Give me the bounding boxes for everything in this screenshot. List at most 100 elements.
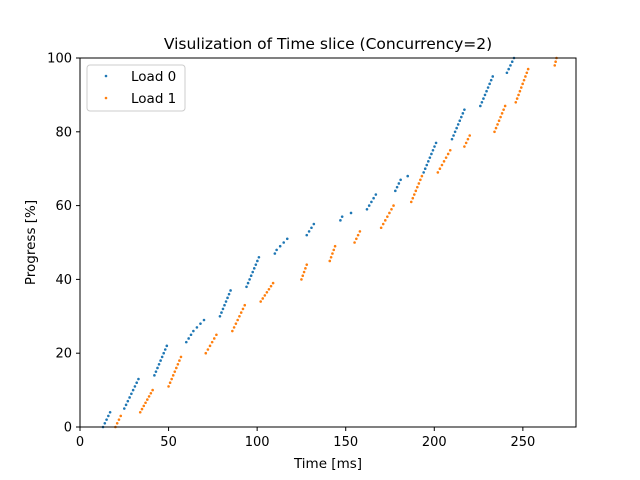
data-point-load-0 [397, 182, 401, 185]
data-point-load-0 [218, 315, 222, 318]
data-point-load-1 [416, 185, 419, 189]
data-point-load-1 [138, 410, 142, 414]
data-point-load-0 [220, 311, 223, 314]
data-point-load-1 [515, 97, 519, 100]
legend-label-load-1: Load 1 [131, 91, 176, 107]
plot-area-frame [79, 57, 577, 428]
y-tick-label: 100 [47, 52, 72, 67]
data-point-load-0 [135, 381, 138, 385]
x-axis-label: Time [ms] [293, 456, 362, 472]
data-point-load-0 [199, 322, 202, 325]
data-point-load-0 [427, 160, 430, 163]
legend-label-load-0: Load 0 [131, 69, 176, 85]
data-point-load-0 [428, 156, 432, 159]
data-point-load-1 [271, 281, 275, 285]
data-point-load-1 [417, 182, 421, 185]
data-point-load-1 [208, 344, 212, 348]
data-point-load-1 [497, 119, 501, 123]
data-point-load-1 [444, 156, 448, 159]
data-point-load-0 [254, 263, 258, 266]
y-tick-label: 60 [55, 199, 72, 214]
data-point-load-0 [202, 318, 206, 322]
y-tick-label: 0 [64, 421, 72, 436]
data-point-load-1 [265, 291, 269, 294]
data-point-load-0 [187, 337, 190, 340]
data-point-load-0 [463, 108, 466, 111]
data-point-load-1 [170, 377, 173, 381]
data-point-load-1 [468, 134, 472, 137]
data-point-load-1 [381, 222, 385, 226]
x-tick-label: 150 [333, 435, 358, 450]
data-point-load-0 [156, 366, 159, 370]
data-point-load-1 [171, 374, 175, 377]
data-point-load-0 [365, 207, 369, 211]
data-point-load-1 [263, 294, 267, 297]
data-point-load-1 [236, 318, 239, 322]
data-point-load-0 [433, 145, 436, 148]
data-point-load-0 [395, 185, 399, 189]
data-point-load-0 [430, 152, 433, 156]
data-point-load-0 [460, 115, 463, 119]
data-point-load-0 [221, 307, 225, 311]
data-point-load-1 [241, 307, 245, 311]
data-point-load-0 [340, 215, 344, 218]
data-point-load-0 [479, 104, 482, 108]
data-point-load-1 [176, 362, 180, 366]
axis-ticks: 0 50 100 150 200 250 0 20 40 60 80 100 [47, 52, 535, 451]
data-point-load-1 [212, 337, 216, 340]
data-point-load-1 [419, 178, 422, 182]
data-point-load-1 [232, 326, 236, 329]
data-point-load-1 [392, 204, 395, 207]
x-tick-label: 200 [422, 435, 447, 450]
data-point-load-0 [105, 418, 108, 421]
data-point-load-1 [500, 112, 504, 115]
data-point-load-0 [505, 71, 509, 75]
data-point-load-1 [446, 152, 450, 156]
data-point-load-0 [507, 67, 510, 71]
data-point-load-1 [259, 300, 262, 303]
data-point-load-1 [144, 401, 147, 405]
data-point-load-0 [159, 359, 162, 362]
data-point-load-1 [151, 388, 154, 392]
data-point-load-0 [483, 93, 487, 97]
data-point-load-1 [420, 174, 424, 178]
data-point-load-0 [128, 396, 131, 399]
data-point-load-0 [189, 333, 193, 337]
data-point-load-0 [251, 270, 255, 274]
data-point-load-1 [119, 414, 123, 418]
data-point-load-1 [525, 71, 529, 75]
legend-box [86, 64, 186, 112]
legend-marker-load-1 [104, 96, 108, 100]
data-point-load-1 [521, 82, 524, 86]
data-point-load-0 [103, 422, 107, 425]
data-point-load-0 [154, 370, 158, 373]
data-point-load-0 [131, 388, 135, 392]
data-point-load-1 [440, 163, 444, 167]
data-point-load-0 [223, 303, 226, 307]
data-point-load-0 [509, 64, 512, 67]
data-point-load-1 [117, 418, 121, 421]
data-point-load-1 [239, 311, 243, 314]
data-point-load-1 [493, 130, 496, 134]
data-point-load-1 [526, 67, 530, 71]
data-point-load-0 [372, 196, 375, 200]
data-point-load-0 [246, 281, 250, 285]
data-point-load-0 [310, 226, 313, 230]
data-point-load-1 [494, 126, 498, 130]
chart-title: Visulization of Time slice (Concurrency=… [164, 35, 492, 53]
data-point-load-1 [390, 207, 393, 211]
data-points [101, 56, 558, 429]
data-point-load-0 [256, 259, 259, 263]
data-point-load-1 [140, 407, 144, 411]
x-tick-label: 100 [245, 435, 270, 450]
data-point-load-1 [329, 255, 333, 259]
data-point-load-1 [328, 259, 332, 263]
data-point-load-1 [353, 241, 356, 244]
data-point-load-0 [423, 167, 427, 170]
data-point-load-1 [414, 189, 418, 193]
data-point-load-1 [146, 398, 149, 401]
data-point-load-0 [482, 97, 485, 100]
y-tick-label: 40 [55, 273, 72, 288]
data-point-load-1 [496, 123, 499, 126]
data-point-load-0 [248, 278, 251, 281]
